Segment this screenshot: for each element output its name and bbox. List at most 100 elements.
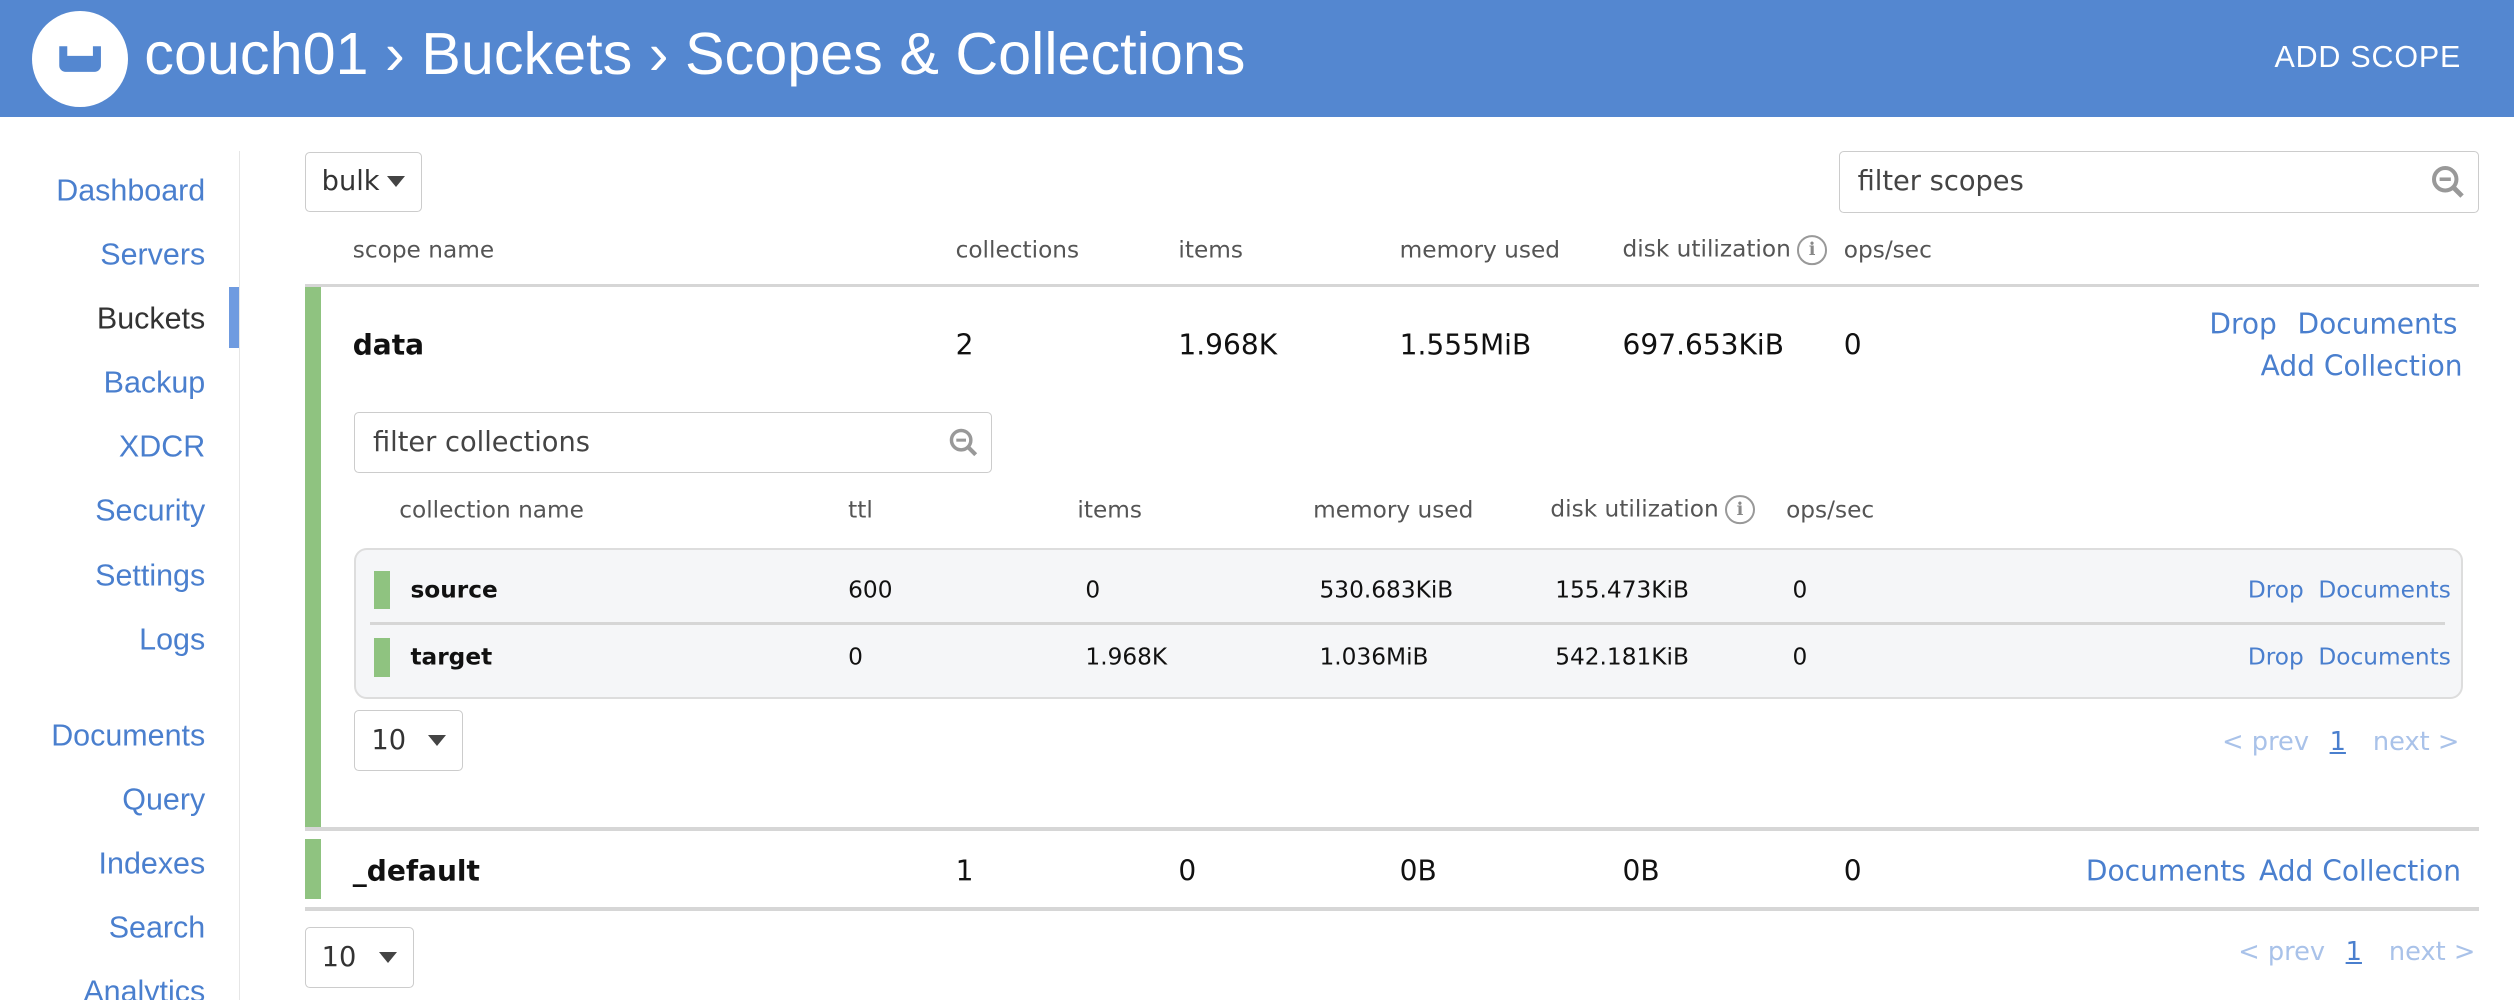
sidebar-item-query[interactable]: Query — [122, 782, 206, 817]
filter-collections-placeholder: filter collections — [372, 427, 590, 458]
scope-ops: 0 — [1843, 328, 1862, 362]
search-icon — [949, 429, 978, 457]
collection-disk: 542.181KiB — [1555, 643, 1689, 671]
scope-status-bar — [304, 286, 321, 828]
scope-name[interactable]: _default — [352, 854, 480, 888]
col-items[interactable]: items — [1077, 496, 1143, 524]
drop-scope-link[interactable]: Drop — [2209, 307, 2277, 341]
scope-memory: 1.555MiB — [1399, 328, 1532, 362]
breadcrumb-cluster[interactable]: couch01 — [144, 20, 369, 88]
sidebar-item-servers[interactable]: Servers — [100, 237, 206, 272]
sidebar-item-backup[interactable]: Backup — [103, 365, 206, 400]
bucket-select-value: bulk — [321, 166, 380, 198]
search-icon — [2431, 166, 2464, 199]
sidebar-item-search[interactable]: Search — [108, 910, 206, 945]
collection-items: 0 — [1085, 576, 1101, 604]
col-memory-used[interactable]: memory used — [1399, 236, 1561, 264]
filter-scopes-placeholder: filter scopes — [1857, 166, 2024, 198]
divider — [304, 283, 2479, 287]
page-1-link[interactable]: 1 — [2345, 937, 2362, 968]
sidebar-item-dashboard[interactable]: Dashboard — [56, 173, 206, 208]
scope-collections: 1 — [955, 854, 974, 888]
next-page-link[interactable]: next > — [2388, 937, 2476, 968]
sidebar-item-logs[interactable]: Logs — [139, 622, 206, 657]
collection-disk: 155.473KiB — [1555, 576, 1689, 604]
collections-page-size-select[interactable]: 10 — [354, 710, 464, 772]
sidebar-item-indexes[interactable]: Indexes — [98, 846, 206, 881]
add-scope-button[interactable]: ADD SCOPE — [2274, 40, 2462, 75]
collection-ops: 0 — [1792, 576, 1808, 604]
add-collection-link[interactable]: Add Collection — [2260, 349, 2463, 383]
sidebar-divider — [238, 150, 241, 1000]
col-ops-sec[interactable]: ops/sec — [1843, 236, 1932, 264]
col-items[interactable]: items — [1178, 236, 1244, 264]
sidebar-item-documents[interactable]: Documents — [51, 718, 206, 753]
sidebar-item-buckets[interactable]: Buckets — [96, 301, 206, 336]
collection-memory: 530.683KiB — [1319, 576, 1454, 604]
col-disk-utilization-label: disk utilization — [1622, 235, 1791, 263]
top-header — [0, 0, 2514, 118]
divider — [304, 827, 2479, 831]
collection-name: source — [410, 576, 498, 604]
active-indicator — [229, 286, 239, 348]
collection-memory: 1.036MiB — [1319, 643, 1429, 671]
collection-ops: 0 — [1792, 643, 1808, 671]
info-icon[interactable]: i — [1797, 235, 1827, 265]
scope-disk: 697.653KiB — [1622, 328, 1784, 362]
documents-link[interactable]: Documents — [2318, 576, 2451, 604]
couchbase-logo[interactable] — [32, 11, 129, 108]
info-icon[interactable]: i — [1725, 495, 1755, 525]
scope-disk: 0B — [1622, 854, 1660, 888]
filter-scopes-input[interactable]: filter scopes — [1838, 150, 2479, 214]
scopes-page-size-select[interactable]: 10 — [304, 926, 414, 988]
col-memory-used[interactable]: memory used — [1313, 496, 1474, 524]
bucket-select[interactable]: bulk — [304, 152, 422, 212]
col-disk-utilization[interactable]: disk utilization i — [1550, 495, 1755, 525]
col-scope-name[interactable]: scope name — [352, 236, 495, 264]
breadcrumb-current: Scopes & Collections — [685, 20, 1246, 88]
scope-items: 0 — [1178, 854, 1197, 888]
breadcrumb-separator: › — [648, 20, 669, 88]
scope-name[interactable]: data — [352, 328, 425, 362]
drop-collection-link[interactable]: Drop — [2247, 643, 2304, 671]
scope-items: 1.968K — [1178, 328, 1278, 362]
breadcrumb-buckets[interactable]: Buckets — [421, 20, 633, 88]
filter-collections-input[interactable]: filter collections — [354, 412, 993, 473]
col-collections[interactable]: collections — [955, 236, 1080, 264]
prev-page-link[interactable]: < prev — [2222, 727, 2310, 758]
sidebar-item-security[interactable]: Security — [95, 493, 206, 528]
next-page-link[interactable]: next > — [2372, 727, 2460, 758]
prev-page-link[interactable]: < prev — [2238, 937, 2326, 968]
page-size-value: 10 — [321, 941, 357, 973]
documents-link[interactable]: Documents — [2085, 854, 2246, 888]
col-disk-utilization-label: disk utilization — [1550, 495, 1719, 523]
sidebar-item-xdcr[interactable]: XDCR — [118, 429, 206, 464]
sidebar-item-analytics[interactable]: Analytics — [83, 974, 206, 1000]
sidebar-item-settings[interactable]: Settings — [95, 558, 206, 593]
breadcrumb-separator: › — [385, 20, 405, 88]
collection-items: 1.968K — [1085, 643, 1168, 671]
chevron-down-icon — [386, 176, 405, 188]
row-divider — [370, 622, 2446, 626]
chevron-down-icon — [428, 735, 447, 746]
page-size-value: 10 — [371, 725, 407, 757]
collection-status-bar — [373, 570, 390, 610]
col-disk-utilization[interactable]: disk utilization i — [1623, 235, 1827, 265]
col-collection-name[interactable]: collection name — [399, 496, 584, 524]
drop-collection-link[interactable]: Drop — [2247, 576, 2304, 604]
col-ops-sec[interactable]: ops/sec — [1786, 496, 1875, 524]
collection-ttl: 0 — [848, 643, 863, 671]
page-1-link[interactable]: 1 — [2329, 727, 2346, 758]
documents-link[interactable]: Documents — [2297, 307, 2458, 341]
divider — [304, 907, 2479, 911]
breadcrumb: couch01 › Buckets › Scopes & Collections — [144, 19, 1245, 88]
col-ttl[interactable]: ttl — [848, 496, 873, 524]
documents-link[interactable]: Documents — [2318, 643, 2451, 671]
add-collection-link[interactable]: Add Collection — [2259, 854, 2461, 888]
collection-ttl: 600 — [848, 576, 893, 604]
collection-name: target — [410, 643, 493, 671]
scope-memory: 0B — [1399, 854, 1437, 888]
chevron-down-icon — [378, 951, 397, 963]
scope-status-bar — [304, 838, 321, 900]
scope-ops: 0 — [1843, 854, 1862, 888]
